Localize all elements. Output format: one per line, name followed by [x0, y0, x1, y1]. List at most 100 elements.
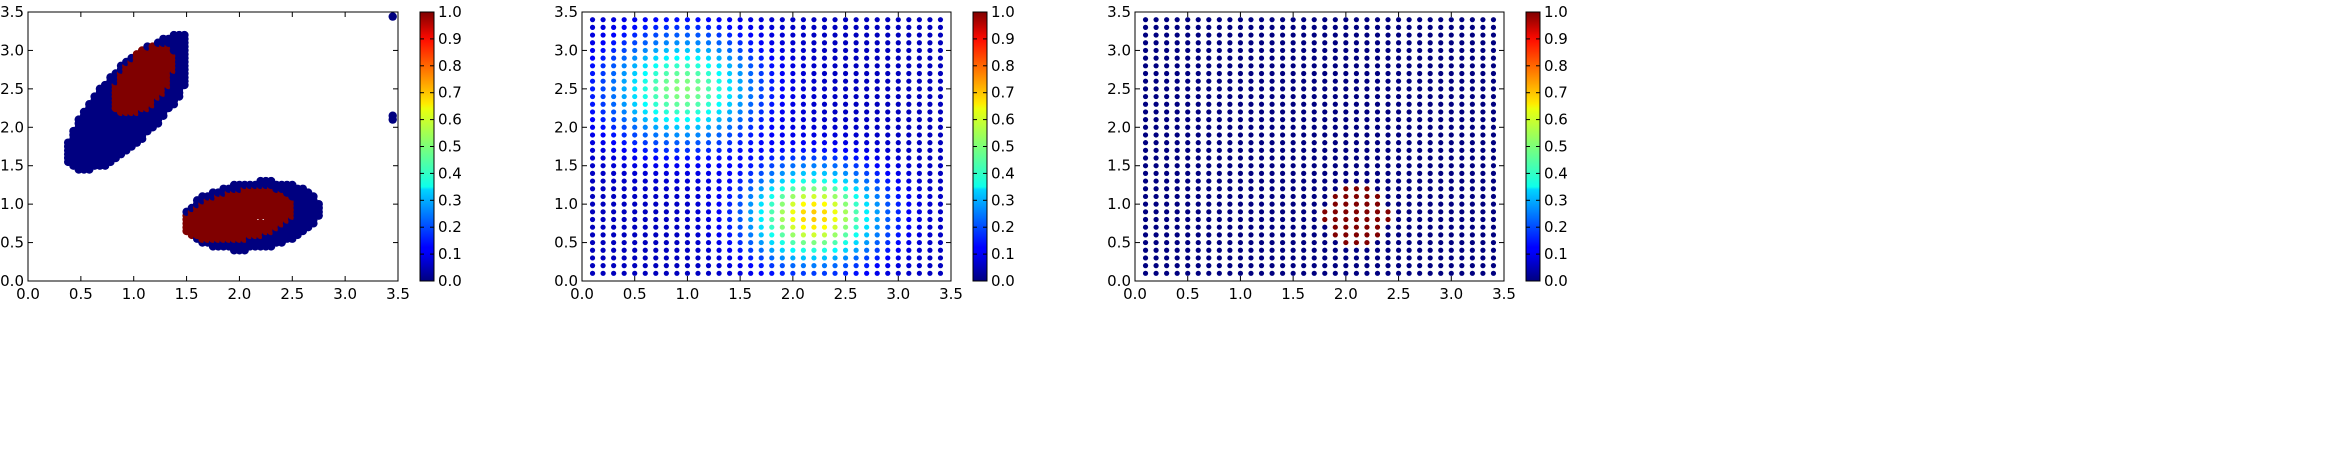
scatter-point: [916, 32, 922, 38]
scatter-point: [800, 232, 807, 238]
scatter-point: [642, 40, 648, 46]
scatter-point: [642, 132, 648, 138]
scatter-point: [1438, 239, 1444, 246]
scatter-point: [842, 270, 849, 276]
scatter-point: [737, 78, 743, 84]
scatter-point: [842, 70, 849, 77]
scatter-point: [621, 86, 627, 92]
scatter-point: [621, 78, 627, 84]
scatter-point: [1448, 224, 1454, 230]
scatter-point: [621, 55, 627, 61]
scatter-point: [1216, 270, 1222, 276]
scatter-point: [1164, 247, 1170, 253]
colorbar-tick-label: 0.8: [991, 57, 1015, 75]
scatter-point: [684, 263, 691, 269]
scatter-point: [1469, 255, 1475, 261]
scatter-point: [1427, 201, 1433, 207]
scatter-point: [1364, 170, 1370, 176]
scatter-point: [1374, 178, 1381, 184]
scatter-point: [832, 70, 838, 77]
scatter-point: [1185, 163, 1191, 169]
scatter-point: [895, 63, 901, 69]
scatter-point: [895, 24, 901, 30]
scatter-point: [1237, 224, 1244, 230]
scatter-point: [1311, 201, 1317, 207]
scatter-point: [1227, 93, 1233, 100]
scatter-point: [885, 178, 891, 184]
scatter-point: [684, 78, 691, 84]
scatter-point: [864, 78, 870, 84]
scatter-point: [895, 86, 901, 92]
scatter-point: [916, 140, 922, 146]
scatter-point: [1311, 78, 1317, 84]
scatter-point: [1417, 132, 1423, 138]
scatter-point: [1353, 78, 1359, 84]
scatter-point: [842, 86, 849, 92]
scatter-point: [853, 247, 859, 253]
scatter-point: [1364, 63, 1370, 69]
scatter-point: [1427, 209, 1433, 215]
colorbar-tick-label: 0.9: [991, 30, 1015, 48]
scatter-point: [874, 247, 880, 253]
scatter-point: [1438, 163, 1444, 169]
scatter-point: [1227, 17, 1233, 23]
scatter-point: [1332, 216, 1338, 223]
scatter-point: [695, 86, 701, 92]
scatter-point: [853, 155, 859, 161]
scatter-point: [1469, 124, 1475, 130]
scatter-point: [663, 47, 669, 54]
scatter-point: [589, 186, 596, 192]
scatter-point: [1322, 193, 1328, 200]
scatter-point: [1237, 186, 1244, 192]
scatter-point: [1280, 247, 1286, 253]
scatter-point: [1311, 101, 1317, 107]
scatter-point: [821, 232, 828, 238]
scatter-point: [1280, 155, 1286, 161]
scatter-point: [1237, 140, 1244, 146]
scatter-point: [1164, 178, 1170, 184]
scatter-point: [916, 78, 922, 84]
scatter-point: [800, 155, 807, 161]
scatter-point: [832, 170, 838, 176]
scatter-point: [1174, 109, 1180, 115]
scatter-point: [1332, 155, 1338, 161]
scatter-point: [1185, 109, 1191, 115]
scatter-point: [769, 63, 775, 69]
scatter-point: [695, 193, 701, 200]
scatter-point: [1248, 155, 1254, 161]
scatter-point: [874, 232, 880, 238]
scatter-point: [1438, 117, 1444, 123]
scatter-point: [727, 140, 733, 146]
scatter-point: [1343, 93, 1349, 100]
scatter-point: [1343, 239, 1349, 246]
scatter-point: [758, 17, 764, 23]
scatter-point: [1216, 40, 1222, 46]
scatter-point: [1216, 193, 1222, 200]
scatter-point: [769, 24, 775, 30]
scatter-point: [1164, 78, 1170, 84]
scatter-point: [821, 132, 828, 138]
scatter-point: [716, 63, 722, 69]
scatter-point: [1322, 239, 1328, 246]
scatter-point: [769, 193, 775, 200]
scatter-point: [1406, 101, 1412, 107]
scatter-point: [1385, 55, 1391, 61]
scatter-point: [1142, 147, 1149, 153]
scatter-point: [1164, 132, 1170, 138]
scatter-point: [589, 216, 596, 223]
scatter-point: [895, 124, 901, 130]
scatter-point: [1142, 86, 1149, 92]
scatter-point: [853, 170, 859, 176]
x-tick-label: 3.0: [1439, 285, 1463, 303]
scatter-point: [1490, 247, 1497, 253]
scatter-point: [1142, 32, 1149, 38]
scatter-point: [853, 17, 859, 23]
scatter-point: [853, 109, 859, 115]
scatter-point: [769, 163, 775, 169]
scatter-point: [1459, 178, 1465, 184]
scatter-point: [653, 124, 659, 130]
scatter-point: [1343, 186, 1349, 192]
scatter-point: [811, 140, 817, 146]
scatter-point: [705, 193, 712, 200]
scatter-point: [642, 86, 648, 92]
